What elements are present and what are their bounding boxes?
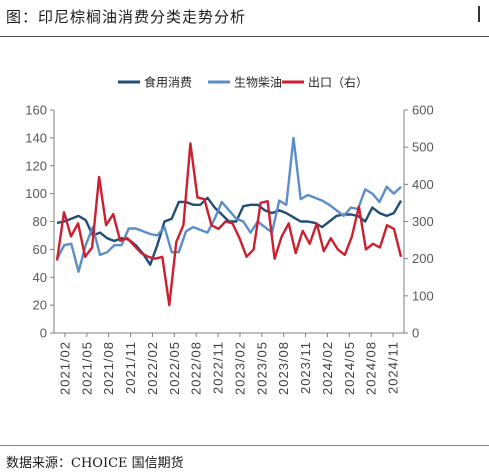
x-axis-tick-label: 2023/05 bbox=[254, 341, 269, 395]
source-divider bbox=[0, 445, 489, 446]
right-axis-tick-label: 400 bbox=[412, 177, 434, 192]
x-axis-tick-label: 2023/11 bbox=[298, 341, 313, 394]
x-axis-tick-label: 2024/11 bbox=[386, 341, 401, 394]
legend-label-3: 出口（右） bbox=[308, 75, 368, 90]
title-divider bbox=[0, 36, 489, 37]
right-axis-tick-label: 500 bbox=[412, 140, 434, 155]
corner-mark bbox=[478, 6, 480, 22]
x-axis-tick-label: 2021/11 bbox=[123, 341, 138, 394]
x-axis-tick-label: 2021/05 bbox=[79, 341, 94, 395]
right-axis-tick-label: 300 bbox=[412, 214, 434, 229]
biodiesel-series-line bbox=[55, 136, 402, 273]
legend-label-1: 食用消费 bbox=[144, 75, 192, 90]
x-axis-tick-label: 2022/05 bbox=[167, 341, 182, 395]
left-axis-tick-label: 160 bbox=[25, 103, 47, 118]
right-axis-tick-label: 100 bbox=[412, 288, 434, 303]
x-axis-tick-label: 2021/08 bbox=[101, 341, 116, 395]
left-axis-tick-label: 20 bbox=[33, 298, 47, 313]
right-axis-tick-label: 0 bbox=[412, 326, 419, 341]
x-axis-tick-label: 2022/08 bbox=[189, 341, 204, 395]
chart-title: 图：印尼棕榈油消费分类走势分析 bbox=[6, 8, 247, 26]
source-note: 数据来源：CHOICE 国信期货 bbox=[6, 456, 184, 471]
x-axis-tick-label: 2024/08 bbox=[364, 341, 379, 395]
export-series-line bbox=[55, 142, 403, 307]
left-axis-tick-label: 40 bbox=[33, 270, 47, 285]
x-axis-tick-label: 2024/02 bbox=[320, 341, 335, 395]
left-axis-tick-label: 120 bbox=[25, 158, 47, 173]
x-axis-tick-label: 2022/02 bbox=[145, 341, 160, 395]
left-axis-tick-label: 0 bbox=[40, 326, 47, 341]
x-axis-tick-label: 2023/02 bbox=[232, 341, 247, 395]
x-axis-tick-label: 2021/02 bbox=[57, 341, 72, 395]
left-axis-tick-label: 60 bbox=[33, 242, 47, 257]
legend-label-2: 生物柴油 bbox=[234, 76, 282, 90]
x-axis-tick-label: 2024/05 bbox=[342, 341, 357, 395]
left-axis-tick-label: 140 bbox=[25, 130, 47, 145]
left-axis-tick-label: 100 bbox=[25, 186, 47, 201]
right-axis-tick-label: 200 bbox=[412, 251, 434, 266]
chart: 0 20 40 60 80 100 120 140 160 0 100 200 300 400 500 600… bbox=[25, 75, 434, 396]
x-axis-tick-label: 2023/08 bbox=[276, 341, 291, 395]
x-axis-tick-label: 2022/11 bbox=[211, 341, 226, 394]
right-axis-tick-label: 600 bbox=[412, 103, 434, 118]
left-axis-tick-label: 80 bbox=[33, 214, 47, 229]
